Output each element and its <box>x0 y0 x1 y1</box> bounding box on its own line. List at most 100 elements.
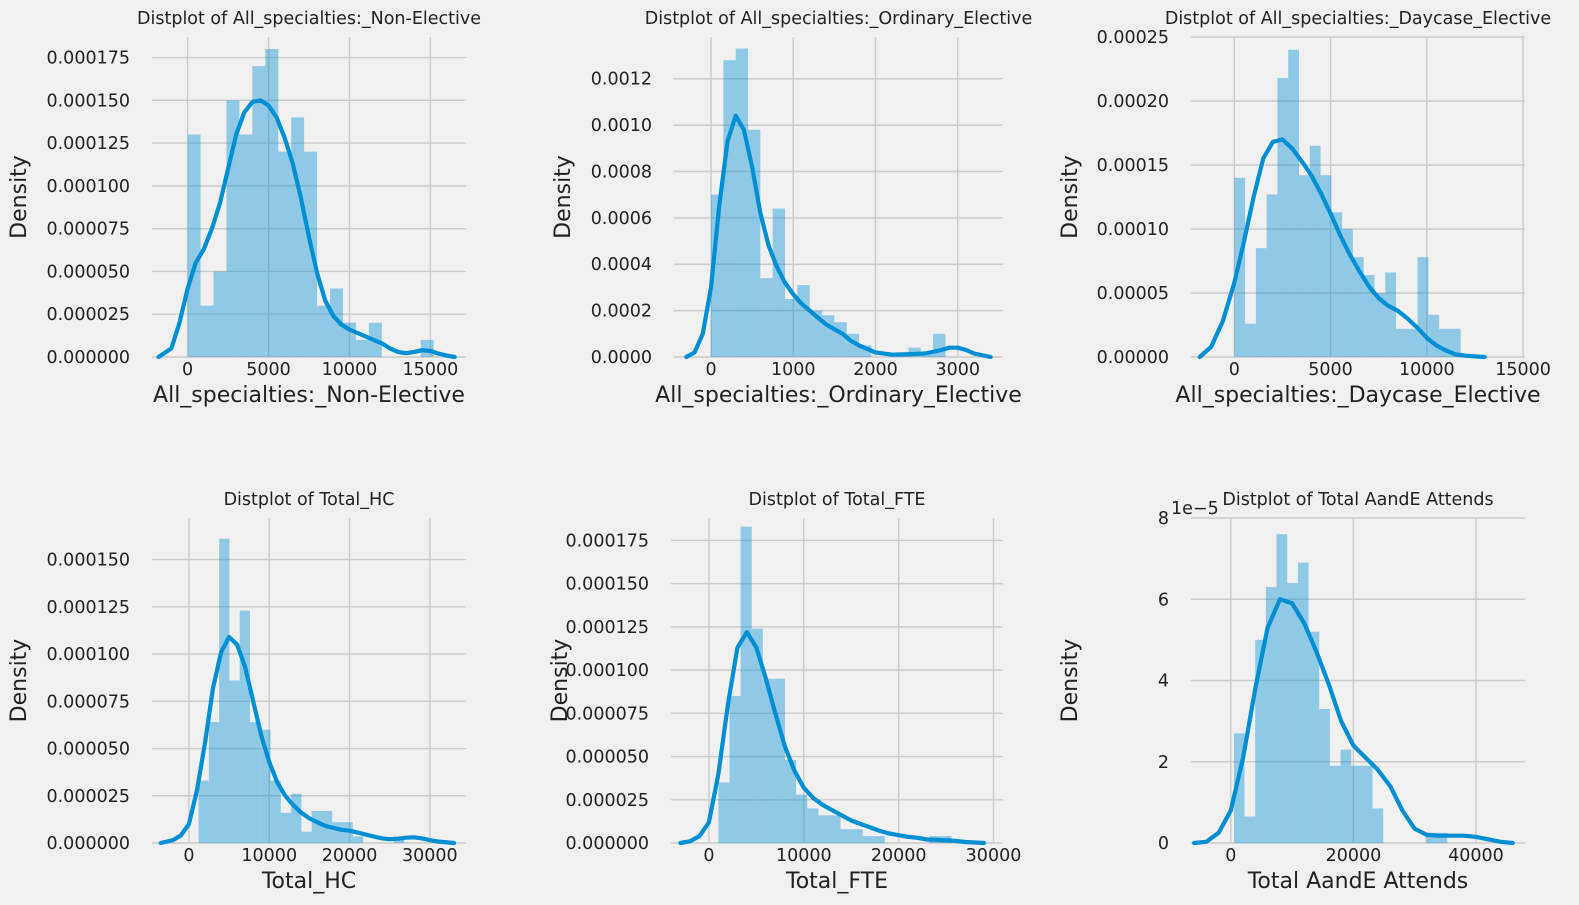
subplot: 0 2 4 6 8 0 20000 40000 1e−5 Distplot of Total Aa… <box>1058 490 1525 894</box>
x-tick-label: 10000 <box>1399 360 1455 380</box>
x-tick-label: 15000 <box>403 360 459 380</box>
histogram-bar <box>1277 77 1289 358</box>
y-tick-label: 0.0004 <box>591 255 652 275</box>
histogram-bar <box>729 696 741 843</box>
histogram-bar <box>740 526 752 843</box>
histogram-bar <box>1439 328 1450 357</box>
y-tick-label: 2 <box>1158 753 1169 773</box>
histogram-bar <box>1276 534 1288 843</box>
histogram-bar <box>1255 639 1266 843</box>
kde-curve <box>678 630 987 846</box>
y-tick-label: 0.000175 <box>46 49 130 69</box>
x-tick-label: 1000 <box>771 360 816 380</box>
histogram-bar <box>198 780 209 843</box>
histogram-bar <box>1245 323 1256 357</box>
y-tick-label: 8 <box>1158 509 1169 529</box>
chart-title: Distplot of Total AandE Attends <box>1222 490 1493 510</box>
histogram <box>187 48 434 358</box>
y-tick-label: 0.000050 <box>46 740 130 760</box>
histogram-bar <box>352 836 364 843</box>
gridlines <box>1191 36 1525 358</box>
y-tick-label: 0.000000 <box>46 834 130 854</box>
kde-curve <box>1197 137 1487 360</box>
x-tick-label: 20000 <box>1326 846 1382 866</box>
x-tick-label: 0 <box>703 846 714 866</box>
x-tick-label: 0 <box>183 846 194 866</box>
kde-curve <box>158 634 457 846</box>
histogram-bar <box>280 812 292 843</box>
y-tick-label: 0.0008 <box>591 162 652 182</box>
kde-curve <box>684 113 993 360</box>
histogram-bar <box>1288 49 1299 358</box>
histogram-bar <box>1319 708 1330 843</box>
histogram-bar <box>1320 175 1332 357</box>
histogram-bar <box>1287 583 1298 843</box>
histogram-bar <box>301 831 312 843</box>
histogram-bar <box>718 782 730 843</box>
tick-labels: 0.000000 0.000025 0.000050 0.000075 0.000100… <box>565 531 1021 866</box>
histogram-bar <box>208 722 220 843</box>
x-tick-label: 5000 <box>1308 360 1353 380</box>
histogram-bar <box>1436 832 1448 843</box>
y-tick-label: 0.000100 <box>46 645 130 665</box>
x-tick-label: 40000 <box>1448 846 1504 866</box>
histogram-bar <box>735 48 749 357</box>
x-axis-label: All_specialties:_Non-Elective <box>153 383 465 408</box>
y-tick-label: 0.000050 <box>565 748 649 768</box>
y-tick-label: 0.00005 <box>1097 284 1169 304</box>
chart-title: Distplot of All_specialties:_Daycase_Ele… <box>1165 9 1551 29</box>
tick-labels: 0.0000 0.0002 0.0004 0.0006 0.0008 0.0010 0.00… <box>591 70 980 380</box>
histogram-bar <box>829 815 841 843</box>
histogram-bar <box>1417 257 1429 357</box>
histogram-bar <box>226 100 240 358</box>
histogram-bar <box>252 66 266 357</box>
y-tick-label: 0.000150 <box>46 91 130 111</box>
histogram-bar <box>859 345 872 357</box>
x-tick-label: 0 <box>1225 846 1236 866</box>
subplot: 0.000000 0.000025 0.000050 0.000075 0.000100… <box>7 490 466 894</box>
histogram-bar <box>840 829 852 843</box>
histogram-bar <box>1449 328 1461 357</box>
y-tick-label: 0.000150 <box>565 575 649 595</box>
histogram-bar <box>1233 733 1245 843</box>
histogram-bar <box>1255 248 1267 357</box>
histogram <box>198 538 405 843</box>
histogram-bar <box>1363 275 1375 357</box>
histogram-bar <box>796 794 808 843</box>
subplot: 0.0000 0.0002 0.0004 0.0006 0.0008 0.0010 0.00… <box>551 9 1032 408</box>
histogram-bar <box>291 117 305 357</box>
x-axis-label: All_specialties:_Daycase_Elective <box>1175 383 1540 408</box>
histogram-bar <box>291 793 302 843</box>
gridlines <box>674 37 1003 358</box>
histogram-bar <box>260 729 271 843</box>
histogram-bar <box>773 678 786 843</box>
y-tick-label: 0.000175 <box>565 531 649 551</box>
histogram-bar <box>213 271 227 357</box>
histogram-bar <box>1244 816 1256 843</box>
y-tick-label: 4 <box>1158 672 1169 692</box>
x-tick-label: 0 <box>1229 360 1240 380</box>
y-tick-label: 0.000000 <box>46 348 130 368</box>
y-tick-label: 0.00010 <box>1097 220 1169 240</box>
y-tick-label: 0.00015 <box>1097 156 1169 176</box>
histogram-bar <box>1352 257 1364 357</box>
histogram-bar <box>797 285 810 357</box>
subplot: 0.00000 0.00005 0.00010 0.00015 0.00020 0.000… <box>1058 9 1551 408</box>
y-tick-label: 0 <box>1158 834 1169 854</box>
subplot: 0.000000 0.000025 0.000050 0.000075 0.000100… <box>548 490 1021 894</box>
histogram-bar <box>1308 631 1320 843</box>
y-axis-label: Density <box>1058 155 1083 239</box>
y-axis-label: Density <box>7 155 32 239</box>
x-tick-label: 30000 <box>402 846 458 866</box>
y-tick-label: 0.000150 <box>46 551 130 571</box>
y-tick-label: 0.000000 <box>565 834 649 854</box>
histogram-bar <box>187 134 201 357</box>
histogram <box>718 526 952 843</box>
histogram-bar <box>311 810 322 843</box>
histogram-bar <box>1361 765 1373 843</box>
histogram-bar <box>317 305 331 357</box>
histogram-bar <box>330 288 343 357</box>
histogram-bar <box>355 339 369 357</box>
histogram-bar <box>1340 749 1352 843</box>
